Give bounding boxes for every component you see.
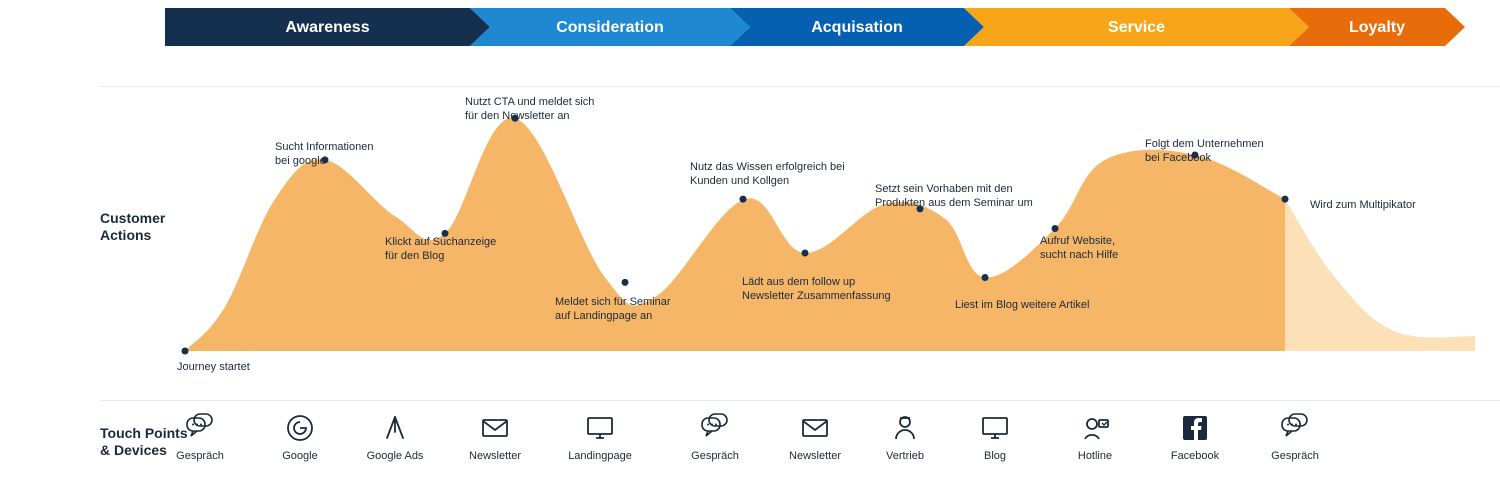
touchpoint-label: Hotline — [1078, 450, 1112, 462]
data-point — [740, 196, 747, 203]
mail-icon — [799, 412, 831, 444]
mail-icon — [479, 412, 511, 444]
chat-icon — [699, 412, 731, 444]
point-label: Aufruf Website, sucht nach Hilfe — [1040, 235, 1180, 263]
point-label: Folgt dem Unternehmen bei Facebook — [1145, 138, 1305, 166]
curve-area-faded — [1285, 199, 1475, 351]
point-label: Wird zum Multipikator — [1310, 199, 1460, 213]
stage-label: Awareness — [285, 19, 369, 36]
touchpoint-label: Google — [282, 450, 317, 462]
stage-label: Service — [1108, 19, 1165, 36]
stage-label: Acquisation — [811, 19, 903, 36]
point-label: Setzt sein Vorhaben mit den Produkten au… — [875, 183, 1085, 211]
touchpoint-newsletter: Newsletter — [770, 412, 860, 462]
touchpoint-newsletter: Newsletter — [450, 412, 540, 462]
stage-bar-svg: Awareness Consideration Acquisation Service… — [165, 8, 1465, 46]
touchpoint-hotline: Hotline — [1050, 412, 1140, 462]
customer-journey-diagram: Awareness Consideration Acquisation Service… — [0, 0, 1500, 500]
google-icon — [284, 412, 316, 444]
stage-label: Consideration — [556, 19, 664, 36]
touchpoint-google-ads: Google Ads — [350, 412, 440, 462]
touchpoint-label: Gespräch — [691, 450, 739, 462]
facebook-icon — [1179, 412, 1211, 444]
point-label: Meldet sich für Seminar auf Landingpage … — [555, 296, 725, 324]
touchpoints-row: Gespräch Google Google Ads Newsletter Landin… — [185, 412, 1475, 492]
touchpoint-label: Newsletter — [469, 450, 521, 462]
touchpoint-label: Blog — [984, 450, 1006, 462]
chat-icon — [184, 412, 216, 444]
touchpoint-google: Google — [255, 412, 345, 462]
row-label-customer-actions: Customer Actions — [100, 210, 180, 244]
customer-actions-chart: Journey startetSucht Informationen bei g… — [185, 96, 1475, 356]
touchpoint-facebook: Facebook — [1150, 412, 1240, 462]
touchpoint-landingpage: Landingpage — [555, 412, 645, 462]
stage-bar: Awareness Consideration Acquisation Service… — [165, 8, 1465, 46]
point-label: Nutz das Wissen erfolgreich bei Kunden u… — [690, 161, 900, 189]
divider-bottom — [100, 400, 1500, 401]
point-label: Sucht Informationen bei google — [275, 141, 415, 169]
point-label: Liest im Blog weitere Artikel — [955, 299, 1135, 313]
touchpoint-blog: Blog — [950, 412, 1040, 462]
touchpoint-label: Gespräch — [1271, 450, 1319, 462]
data-point — [182, 348, 189, 355]
touchpoint-label: Landingpage — [568, 450, 632, 462]
monitor-icon — [584, 412, 616, 444]
point-label: Nutzt CTA und meldet sich für den Newsle… — [465, 96, 645, 124]
hotline-icon — [1079, 412, 1111, 444]
data-point — [1052, 225, 1059, 232]
curve-svg — [185, 96, 1475, 356]
touchpoint-gespräch: Gespräch — [1250, 412, 1340, 462]
chat-icon — [1279, 412, 1311, 444]
touchpoint-gespräch: Gespräch — [670, 412, 760, 462]
touchpoint-gespräch: Gespräch — [155, 412, 245, 462]
touchpoint-label: Facebook — [1171, 450, 1219, 462]
point-label: Lädt aus dem follow up Newsletter Zusamm… — [742, 276, 952, 304]
person-icon — [889, 412, 921, 444]
point-label: Journey startet — [177, 361, 287, 375]
data-point — [1282, 196, 1289, 203]
stage-label: Loyalty — [1349, 19, 1405, 36]
touchpoint-label: Newsletter — [789, 450, 841, 462]
touchpoint-label: Gespräch — [176, 450, 224, 462]
touchpoint-label: Google Ads — [367, 450, 424, 462]
touchpoint-label: Vertrieb — [886, 450, 924, 462]
ads-icon — [379, 412, 411, 444]
data-point — [982, 274, 989, 281]
data-point — [802, 250, 809, 257]
data-point — [622, 279, 629, 286]
touchpoint-vertrieb: Vertrieb — [860, 412, 950, 462]
monitor-icon — [979, 412, 1011, 444]
point-label: Klickt auf Suchanzeige für den Blog — [385, 236, 545, 264]
divider-top — [100, 86, 1500, 87]
